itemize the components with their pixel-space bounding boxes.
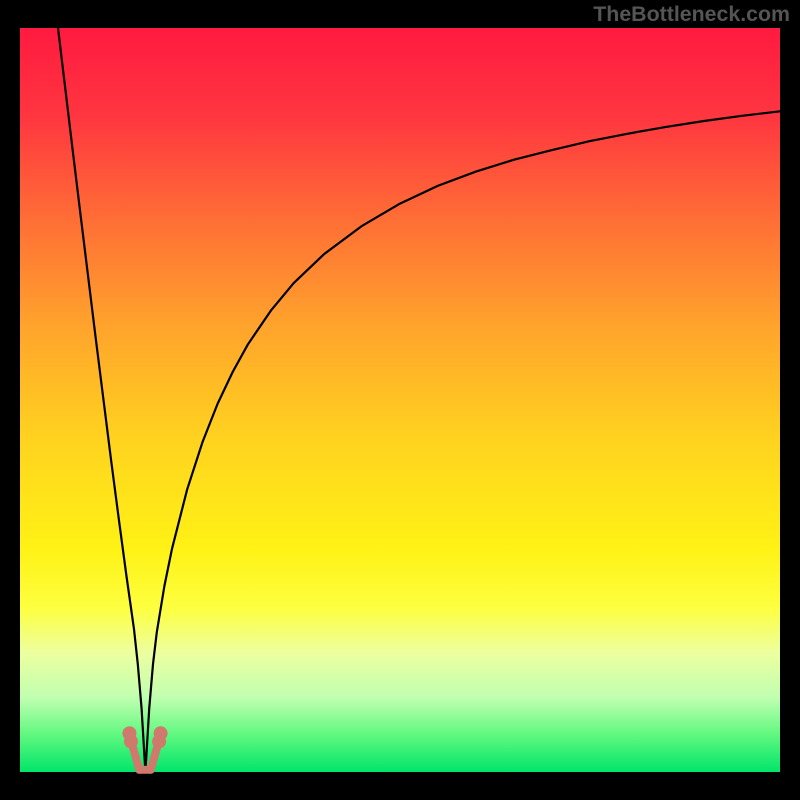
bottleneck-curve [58,28,780,772]
plot-area [20,28,780,772]
curve-layer [20,28,780,772]
chart-frame: TheBottleneck.com [0,0,800,800]
watermark-text: TheBottleneck.com [593,2,790,27]
